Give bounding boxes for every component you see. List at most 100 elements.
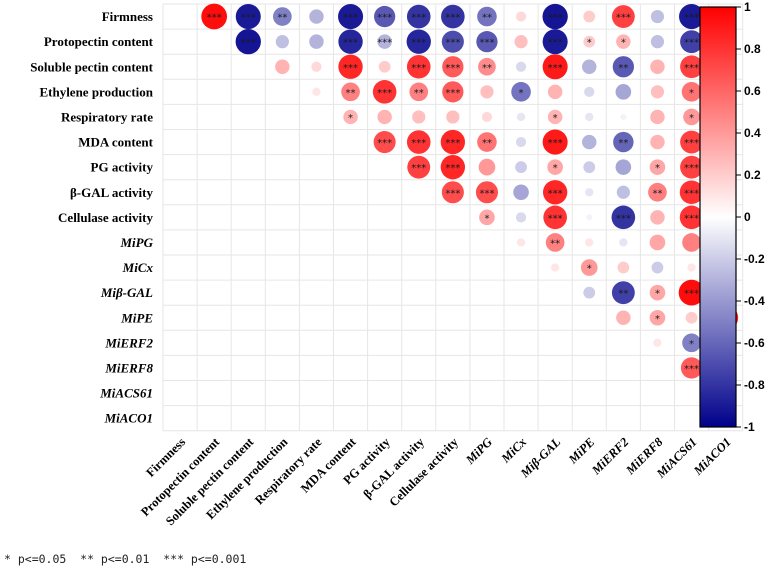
significance-mark-7-9: *** <box>479 188 494 199</box>
significance-mark-1-7: *** <box>411 38 426 49</box>
bubble-4-10 <box>516 112 526 122</box>
significance-mark-1-5: *** <box>343 38 358 49</box>
significance-mark-8-15: *** <box>684 213 699 224</box>
bubble-12-15 <box>685 311 698 324</box>
significance-mark-1-9: *** <box>479 38 494 49</box>
bubble-8-9 <box>479 209 495 226</box>
significance-mark-0-15: *** <box>684 13 699 24</box>
bubble-4-5 <box>343 109 358 125</box>
significance-mark-7-8: *** <box>445 188 460 199</box>
colorbar-tick-label: -0.2 <box>744 252 765 266</box>
row-label: Protopectin content <box>44 34 154 49</box>
bubble-11-14 <box>649 284 666 301</box>
column-label: MiPE <box>565 435 597 467</box>
significance-mark-3-15: * <box>689 88 694 99</box>
bubble-3-11 <box>547 84 563 100</box>
significance-mark-12-14: * <box>655 314 660 325</box>
significance-mark-11-15: *** <box>684 289 699 300</box>
column-label: MiPG <box>462 435 495 468</box>
bubble-4-13 <box>620 113 627 120</box>
bubble-0-7 <box>406 4 431 29</box>
bubble-1-10 <box>514 35 528 49</box>
bubble-10-14 <box>651 261 664 274</box>
bubble-3-14 <box>650 85 665 99</box>
significance-mark-14-15: *** <box>684 364 699 375</box>
bubble-6-14 <box>649 159 666 175</box>
colorbar-tick-label: 1 <box>744 0 751 14</box>
row-label: MiACS61 <box>99 386 153 401</box>
bubble-1-15 <box>680 30 703 54</box>
significance-mark-11-13: ** <box>618 289 628 300</box>
row-label: Cellulase activity <box>58 210 153 225</box>
significance-mark-5-8: *** <box>445 138 460 149</box>
bubble-5-13 <box>613 131 634 153</box>
bubble-9-14 <box>649 234 666 251</box>
bubble-8-12 <box>586 214 593 221</box>
bubble-1-2 <box>235 28 261 55</box>
grid-lines <box>162 3 744 432</box>
row-label: MiPE <box>120 310 153 325</box>
bubble-0-10 <box>515 11 527 22</box>
colorbar-tick-label: 0.6 <box>744 84 761 98</box>
significance-mark-6-15: *** <box>684 163 699 174</box>
bubble-13-15 <box>682 333 701 353</box>
bubble-5-8 <box>440 129 466 155</box>
column-label: MiCx <box>498 435 529 466</box>
row-label: MiCx <box>122 260 154 275</box>
colorbar-tick-label: 0 <box>744 210 751 224</box>
bubble-4-12 <box>585 112 594 122</box>
significance-mark-0-2: *** <box>241 13 256 24</box>
significance-mark-4-11: * <box>553 113 558 124</box>
bubble-6-10 <box>515 161 527 174</box>
bubble-2-7 <box>406 54 431 79</box>
bubble-10-15 <box>687 263 696 272</box>
significance-mark-1-8: *** <box>445 38 460 49</box>
bubble-9-13 <box>619 238 628 247</box>
bubble-1-14 <box>650 35 665 49</box>
bubble-1-5 <box>338 29 363 54</box>
bubble-3-6 <box>372 80 397 104</box>
row-labels: Firmness Protopectin content Soluble pecti… <box>30 9 154 426</box>
bubble-0-15 <box>679 4 705 30</box>
significance-mark-1-2: *** <box>241 38 256 49</box>
bubble-2-3 <box>275 59 290 74</box>
bubble-3-5 <box>341 82 360 102</box>
bubble-0-11 <box>542 3 568 30</box>
bubble-8-14 <box>650 210 665 225</box>
significance-mark-8-11: *** <box>548 213 563 224</box>
bubble-6-15 <box>680 155 703 179</box>
bubble-5-11 <box>542 129 568 155</box>
bubble-7-9 <box>475 181 498 204</box>
bubble-2-15 <box>680 55 703 79</box>
significance-mark-2-9: ** <box>482 63 492 74</box>
bubble-2-14 <box>650 59 665 74</box>
colorbar: 1 0.8 0.6 0.4 0.2 0 -0.2 -0.4 -0.6 -0.8 -1 <box>699 0 765 434</box>
significance-mark-8-9: * <box>484 213 489 224</box>
colorbar-gradient <box>699 6 737 428</box>
row-label: MiERF8 <box>104 360 153 375</box>
significance-mark-0-13: *** <box>616 13 631 24</box>
row-label: MiPG <box>120 235 154 250</box>
row-label: β-GAL activity <box>70 185 154 200</box>
bubble-6-11 <box>547 159 563 175</box>
bubble-2-11 <box>542 54 568 80</box>
significance-mark-4-5: * <box>348 113 353 124</box>
significance-mark-0-9: ** <box>482 13 492 24</box>
significance-mark-0-11: *** <box>548 13 563 24</box>
bubble-2-9 <box>478 57 496 76</box>
bubble-3-13 <box>615 84 632 100</box>
colorbar-tick-label: -1 <box>744 420 755 434</box>
significance-mark-2-15: *** <box>684 63 699 74</box>
bubble-7-13 <box>616 185 630 199</box>
bubble-9-11 <box>545 233 565 252</box>
bubble-11-12 <box>583 286 596 299</box>
bubble-2-4 <box>311 61 322 72</box>
row-label: MiACO1 <box>104 411 153 426</box>
bubble-5-14 <box>650 134 665 150</box>
significance-mark-3-7: ** <box>414 88 424 99</box>
bubble-7-15 <box>679 180 704 205</box>
bubble-1-8 <box>441 30 464 53</box>
significance-mark-9-11: ** <box>550 238 560 249</box>
row-label: Soluble pectin content <box>30 59 153 74</box>
